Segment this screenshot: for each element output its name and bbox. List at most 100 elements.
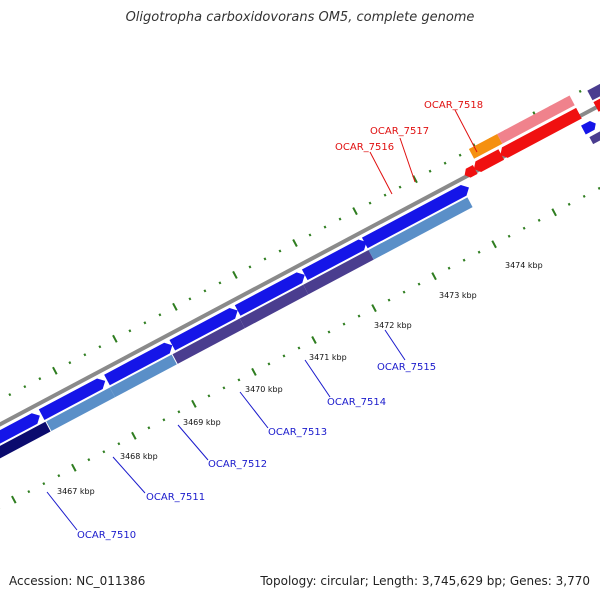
minor-tick — [23, 385, 27, 389]
minor-tick — [417, 282, 421, 286]
major-tick — [412, 175, 418, 184]
gene-label-ocar-7513: OCAR_7513 — [268, 427, 327, 438]
gene-arrow-5[interactable] — [234, 270, 308, 316]
minor-tick — [308, 233, 312, 237]
major-tick — [52, 366, 58, 375]
major-tick — [431, 272, 437, 281]
major-tick — [292, 238, 298, 248]
minor-tick — [162, 418, 166, 422]
gene-ocar-7518-rev[interactable] — [497, 95, 575, 144]
inner-tick-track — [0, 186, 600, 509]
major-tick — [112, 334, 118, 343]
gene-arrow-7[interactable] — [361, 182, 472, 249]
minor-tick — [8, 393, 12, 397]
minor-tick — [42, 482, 46, 486]
minor-tick — [323, 225, 327, 229]
major-tick — [232, 270, 238, 279]
major-tick — [71, 463, 77, 472]
minor-tick — [117, 442, 121, 446]
gene-fragment-purple[interactable] — [587, 71, 600, 101]
minor-tick — [507, 234, 511, 238]
minor-tick — [357, 314, 361, 318]
minor-tick — [128, 329, 132, 333]
gene-ocar-7511[interactable] — [46, 387, 115, 432]
gene-ocar-7511b[interactable] — [109, 354, 177, 398]
gene-label-ocar-7511: OCAR_7511 — [146, 492, 205, 503]
gene-ocar-7517[interactable] — [471, 149, 505, 174]
minor-tick — [402, 290, 406, 294]
minor-tick — [87, 458, 91, 462]
gene-arrow-1[interactable] — [0, 410, 43, 463]
minor-tick — [147, 426, 151, 430]
major-tick — [311, 335, 317, 345]
tick-label-3467: 3467 kbp — [57, 487, 95, 496]
minor-tick — [68, 361, 72, 365]
gene-ocar-7512[interactable] — [172, 318, 245, 364]
gene-ocar-7518[interactable] — [498, 107, 582, 160]
major-tick — [11, 495, 17, 504]
major-tick — [172, 302, 178, 311]
minor-tick — [297, 346, 301, 350]
minor-tick — [338, 217, 342, 221]
gene-arrow-2[interactable] — [38, 376, 108, 421]
major-tick — [191, 399, 197, 408]
gene-label-ocar-7517: OCAR_7517 — [370, 126, 429, 137]
label-leader-lines — [46, 109, 478, 531]
tick-label-3471: 3471 kbp — [309, 353, 347, 362]
minor-tick — [83, 353, 87, 357]
gene-ocar-7514[interactable] — [303, 249, 374, 295]
minor-tick — [218, 281, 222, 285]
minor-tick — [477, 250, 481, 254]
minor-tick — [57, 474, 61, 478]
gene-ocar-7510[interactable] — [0, 421, 51, 472]
gene-arrow-6[interactable] — [301, 237, 369, 281]
minor-tick — [158, 313, 162, 317]
minor-tick — [267, 362, 271, 366]
gene-arrow-4[interactable] — [169, 305, 240, 351]
minor-tick — [278, 249, 282, 253]
gene-label-ocar-7516: OCAR_7516 — [335, 142, 394, 153]
major-tick — [491, 240, 497, 249]
minor-tick — [282, 354, 286, 358]
gene-label-ocar-7515: OCAR_7515 — [377, 362, 436, 373]
gene-label-ocar-7518: OCAR_7518 — [424, 100, 483, 111]
minor-tick — [458, 153, 462, 157]
gene-ocar-7516[interactable] — [462, 165, 478, 179]
minor-tick — [537, 218, 541, 222]
gene-labels: OCAR_7510 OCAR_7511 OCAR_7512 OCAR_7513 … — [77, 100, 483, 541]
gene-fragment-navy[interactable] — [589, 130, 600, 145]
major-tick — [131, 431, 137, 440]
gene-fragment-blue-arrow[interactable] — [581, 119, 598, 135]
minor-tick — [447, 266, 451, 270]
minor-tick — [143, 321, 147, 325]
minor-tick — [177, 410, 181, 414]
minor-tick — [522, 226, 526, 230]
minor-tick — [98, 345, 102, 349]
accession-text: Accession: NC_011386 — [9, 574, 146, 588]
tick-label-3470: 3470 kbp — [245, 385, 283, 394]
minor-tick — [38, 377, 42, 381]
gene-label-ocar-7514: OCAR_7514 — [327, 397, 386, 408]
minor-tick — [578, 89, 582, 93]
minor-tick — [462, 258, 466, 262]
gene-ocar-7517-rev[interactable] — [468, 134, 503, 159]
minor-tick — [203, 289, 207, 293]
minor-tick — [368, 201, 372, 205]
major-tick — [371, 304, 377, 313]
gene-label-ocar-7512: OCAR_7512 — [208, 459, 267, 470]
gene-ocar-7515[interactable] — [368, 197, 473, 260]
minor-tick — [383, 193, 387, 197]
forward-strand-genes — [0, 71, 600, 472]
tick-label-3469: 3469 kbp — [183, 418, 221, 427]
minor-tick — [398, 185, 402, 189]
tick-label-3474: 3474 kbp — [505, 261, 543, 270]
gene-label-ocar-7510: OCAR_7510 — [77, 530, 136, 541]
minor-tick — [237, 378, 241, 382]
gene-arrow-3[interactable] — [104, 340, 175, 386]
gene-ocar-7513[interactable] — [239, 284, 309, 329]
map-title: Oligotropha carboxidovorans OM5, complet… — [125, 10, 475, 25]
topology-text: Topology: circular; Length: 3,745,629 bp… — [260, 574, 590, 588]
tick-label-3468: 3468 kbp — [120, 452, 158, 461]
tick-label-3472: 3472 kbp — [374, 321, 412, 330]
